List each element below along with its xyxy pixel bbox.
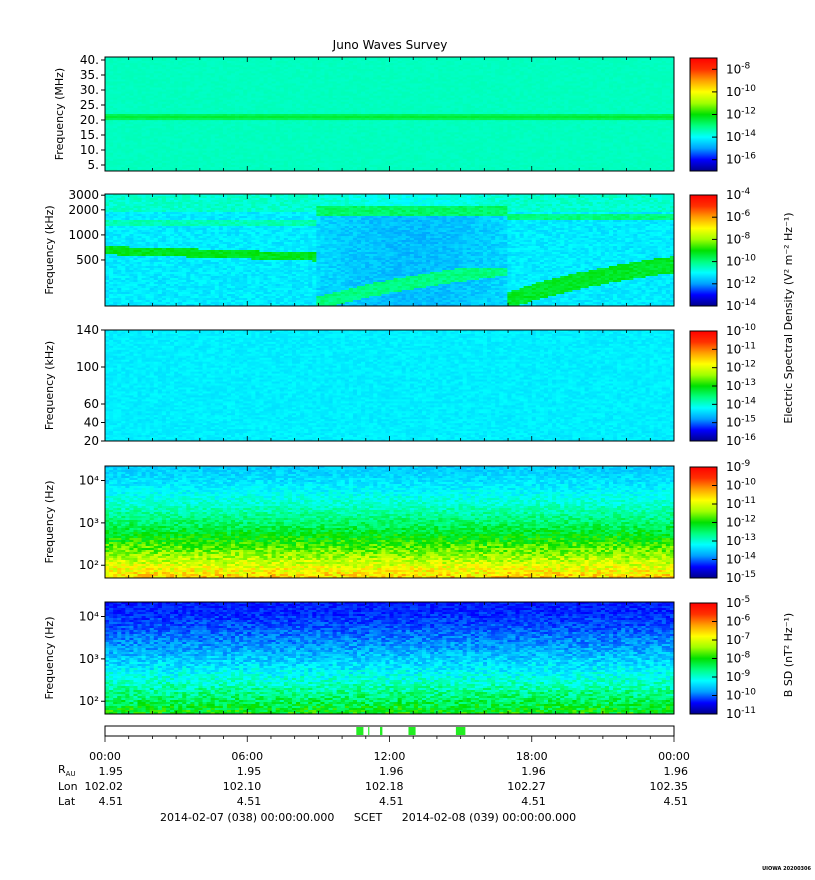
colorbar-tick-label: 10-16	[726, 152, 756, 167]
ephem-value: 4.51	[99, 795, 124, 808]
y-tick-label: 3000	[68, 188, 99, 202]
y-tick-label: 35.	[80, 68, 99, 82]
ephem-value: 102.27	[507, 780, 546, 793]
ephem-value: 102.35	[650, 780, 689, 793]
spectrogram-cells	[105, 194, 675, 307]
ephem-value: 1.96	[521, 765, 546, 778]
credit-label: UIOWA 20200306	[762, 866, 811, 872]
colorbar-tick-label: 10-12	[726, 276, 756, 291]
y-tick-label: 30.	[80, 83, 99, 97]
colorbar-tick-label: 10-8	[726, 61, 751, 76]
colorbar-tick-label: 10-10	[726, 84, 756, 99]
chart-title: Juno Waves Survey	[332, 38, 448, 52]
footer-start-time: 2014-02-07 (038) 00:00:00.000	[160, 811, 334, 824]
spectrogram-panel-mhz: 5.10.15.20.25.30.35.40. Frequency (MHz) 10…	[53, 53, 756, 172]
colorbar-tick-label: 10-10	[726, 254, 756, 269]
colorbar-tick-label: 10-6	[726, 209, 751, 224]
colorbar-tick-label: 10-4	[726, 187, 751, 202]
ephem-value: 102.10	[223, 780, 262, 793]
y-tick-label: 500	[76, 253, 99, 267]
colorbar-tick-label: 10-12	[726, 107, 756, 122]
colorbar: 10-8 10-10 10-12 10-14 10-16	[689, 57, 756, 172]
footer-date-line: 2014-02-07 (038) 00:00:00.000 SCET 2014-…	[160, 811, 576, 824]
ephem-value: 1.96	[379, 765, 404, 778]
ephem-value: 4.51	[664, 795, 689, 808]
y-tick-label: 40.	[80, 53, 99, 67]
ephem-value: 102.18	[365, 780, 404, 793]
ephem-value: 1.95	[237, 765, 262, 778]
y-tick-label: 10.	[80, 143, 99, 157]
y-tick-label: 20.	[80, 113, 99, 127]
y-tick-label: 1000	[68, 228, 99, 242]
ephem-value: 1.96	[664, 765, 689, 778]
footer-scet-label: SCET	[354, 811, 382, 824]
colorbar-tick-label: 10-8	[726, 231, 751, 246]
ephem-value: 4.51	[521, 795, 546, 808]
spectrogram-cells	[105, 57, 675, 172]
y-tick-label: 5.	[88, 158, 99, 172]
ephem-value: 4.51	[379, 795, 404, 808]
colorbar-tick-label: 10-14	[726, 129, 756, 144]
y-tick-label: 15.	[80, 128, 99, 142]
y-tick-label: 25.	[80, 98, 99, 112]
footer-end-time: 2014-02-08 (039) 00:00:00.000	[402, 811, 576, 824]
ephem-value: 102.02	[85, 780, 124, 793]
y-tick-label: 2000	[68, 203, 99, 217]
ephem-value: 1.95	[99, 765, 124, 778]
y-axis-label: Frequency (MHz)	[53, 68, 66, 160]
y-axis-label: Frequency (kHz)	[43, 205, 56, 294]
ephem-value: 4.51	[237, 795, 262, 808]
